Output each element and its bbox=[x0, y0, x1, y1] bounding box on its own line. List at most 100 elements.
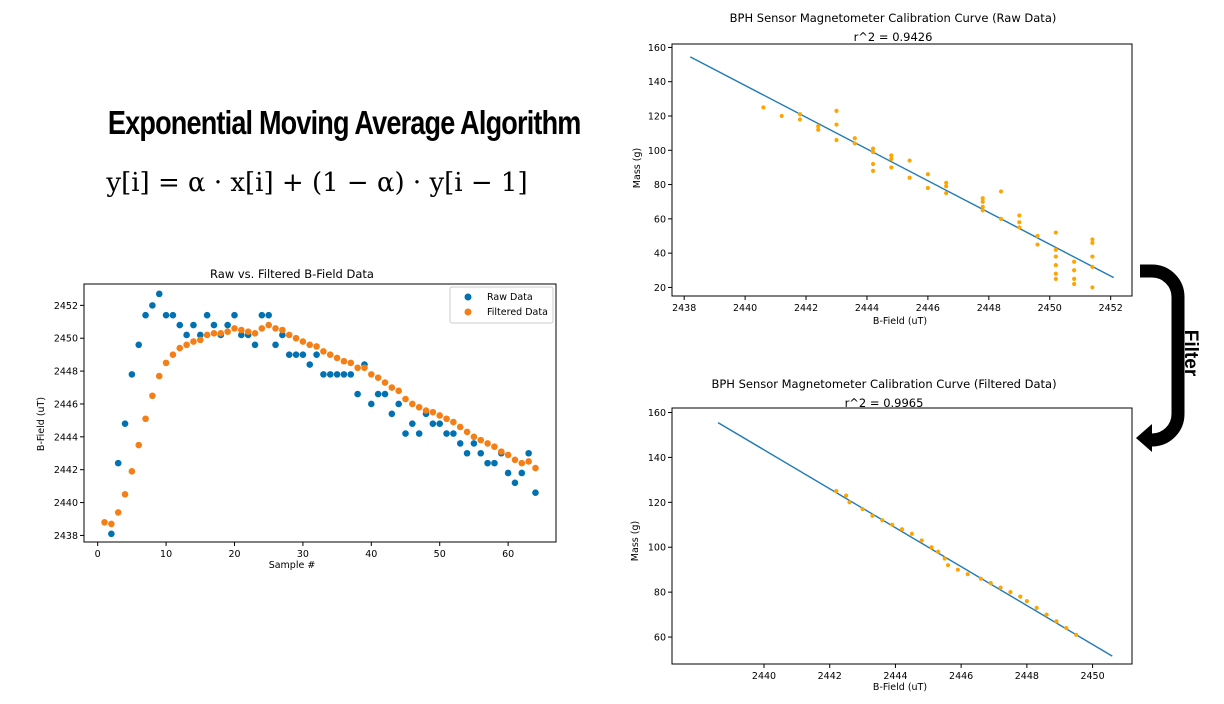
calibration-point bbox=[980, 199, 985, 204]
raw-data-point bbox=[149, 302, 156, 309]
raw-data-point bbox=[436, 420, 444, 427]
calibration-point bbox=[1034, 605, 1039, 610]
y-tick-label: 80 bbox=[654, 588, 666, 599]
calibration-point bbox=[870, 513, 875, 518]
calibration-point bbox=[899, 527, 905, 532]
calibration-point bbox=[1064, 625, 1069, 631]
x-tick-label: 2446 bbox=[949, 671, 973, 682]
calibration-point bbox=[907, 158, 912, 163]
calibration-point bbox=[944, 184, 949, 189]
calibration-point bbox=[998, 216, 1004, 221]
filtered-data-point bbox=[183, 341, 190, 349]
calibration-point bbox=[870, 161, 876, 167]
raw-data-point bbox=[183, 331, 190, 339]
filtered-data-point bbox=[285, 331, 293, 339]
chart-r-squared: r^2 = 0.9426 bbox=[854, 30, 933, 44]
raw-data-point bbox=[299, 351, 307, 358]
y-tick-label: 140 bbox=[648, 453, 666, 464]
y-axis-label: Mass (g) bbox=[632, 148, 643, 188]
filtered-data-point bbox=[135, 441, 143, 449]
calibration-point bbox=[844, 493, 849, 498]
calibration-point bbox=[890, 522, 895, 527]
x-tick-label: 40 bbox=[365, 549, 377, 560]
y-tick-label: 40 bbox=[654, 249, 666, 260]
calibration-point bbox=[988, 581, 993, 586]
filtered-data-point bbox=[203, 331, 211, 339]
filtered-data-point bbox=[361, 364, 368, 372]
filtered-data-point bbox=[518, 459, 526, 467]
calibration-point bbox=[1054, 619, 1059, 624]
calibration-point bbox=[1072, 259, 1077, 264]
raw-data-point bbox=[196, 331, 204, 339]
raw-data-point bbox=[374, 390, 382, 398]
raw-data-point bbox=[463, 449, 471, 457]
raw-data-point bbox=[285, 351, 293, 358]
x-tick-label: 10 bbox=[160, 549, 172, 560]
calibration-point bbox=[925, 172, 930, 177]
filtered-data-point bbox=[484, 440, 491, 447]
filtered-data-point bbox=[450, 418, 457, 426]
y-tick-label: 2444 bbox=[54, 432, 78, 443]
x-tick-label: 20 bbox=[228, 549, 240, 560]
calibration-point bbox=[980, 208, 985, 213]
filtered-data-point bbox=[333, 354, 341, 362]
raw-data-point bbox=[456, 440, 464, 447]
x-tick-label: 2446 bbox=[916, 303, 940, 314]
y-tick-label: 20 bbox=[654, 283, 666, 294]
x-axis-label: Sample # bbox=[269, 560, 316, 571]
x-tick-label: 50 bbox=[434, 549, 446, 560]
filtered-data-point bbox=[101, 518, 108, 526]
raw-data-point bbox=[210, 321, 218, 329]
calibration-point bbox=[870, 149, 876, 155]
filtered-data-point bbox=[326, 351, 334, 358]
calibration-point bbox=[1017, 213, 1022, 218]
calibration-point bbox=[965, 572, 970, 577]
calibration-point bbox=[1008, 590, 1013, 595]
calibration-point bbox=[944, 180, 949, 185]
raw-vs-filtered-chart: Raw vs. Filtered B-Field Data Sample # B… bbox=[36, 267, 557, 571]
calibration-point bbox=[880, 518, 885, 523]
ema-formula: y[i] = α · x[i] + (1 − α) · y[i − 1] bbox=[106, 168, 528, 198]
filtered-data-point bbox=[463, 428, 471, 436]
calibration-point bbox=[909, 531, 914, 536]
filtered-data-point bbox=[306, 341, 314, 349]
raw-data-point bbox=[340, 371, 348, 378]
calibration-point bbox=[1053, 276, 1058, 281]
raw-data-point bbox=[443, 430, 450, 437]
filtered-data-point bbox=[443, 415, 450, 423]
calibration-point bbox=[870, 168, 876, 173]
chart-title: BPH Sensor Magnetometer Calibration Curv… bbox=[730, 11, 1057, 25]
raw-data-point bbox=[484, 459, 491, 467]
filtered-data-point bbox=[231, 325, 238, 332]
calibration-point bbox=[919, 538, 924, 543]
filtered-data-point bbox=[114, 509, 122, 516]
filtered-data-point bbox=[162, 359, 170, 367]
calibration-point bbox=[1090, 240, 1095, 245]
calibration-point bbox=[907, 175, 912, 180]
filtered-data-point bbox=[402, 395, 409, 403]
filtered-data-point bbox=[272, 325, 279, 332]
filtered-data-point bbox=[525, 458, 532, 465]
calibration-point bbox=[834, 108, 839, 113]
raw-data-point bbox=[532, 489, 539, 497]
raw-data-point bbox=[190, 321, 197, 329]
filtered-data-point bbox=[251, 329, 259, 337]
filtered-data-point bbox=[190, 338, 197, 345]
x-tick-label: 2444 bbox=[855, 303, 879, 314]
x-tick-label: 2448 bbox=[977, 303, 1001, 314]
raw-data-point bbox=[477, 449, 485, 457]
chart-title: Raw vs. Filtered B-Field Data bbox=[210, 267, 374, 281]
filtered-data-point bbox=[436, 412, 444, 419]
plot-frame bbox=[671, 43, 1133, 297]
filtered-data-point bbox=[340, 357, 348, 365]
raw-data-point bbox=[333, 371, 341, 378]
raw-data-point bbox=[347, 371, 355, 378]
raw-data-point bbox=[128, 371, 136, 378]
filtered-data-point bbox=[108, 520, 115, 528]
filtered-data-point bbox=[149, 392, 156, 400]
filtered-data-point bbox=[121, 491, 129, 498]
x-tick-label: 2448 bbox=[1015, 671, 1039, 682]
x-tick-label: 2452 bbox=[1099, 303, 1123, 314]
calibration-point bbox=[945, 563, 951, 568]
raw-data-point bbox=[450, 430, 457, 437]
